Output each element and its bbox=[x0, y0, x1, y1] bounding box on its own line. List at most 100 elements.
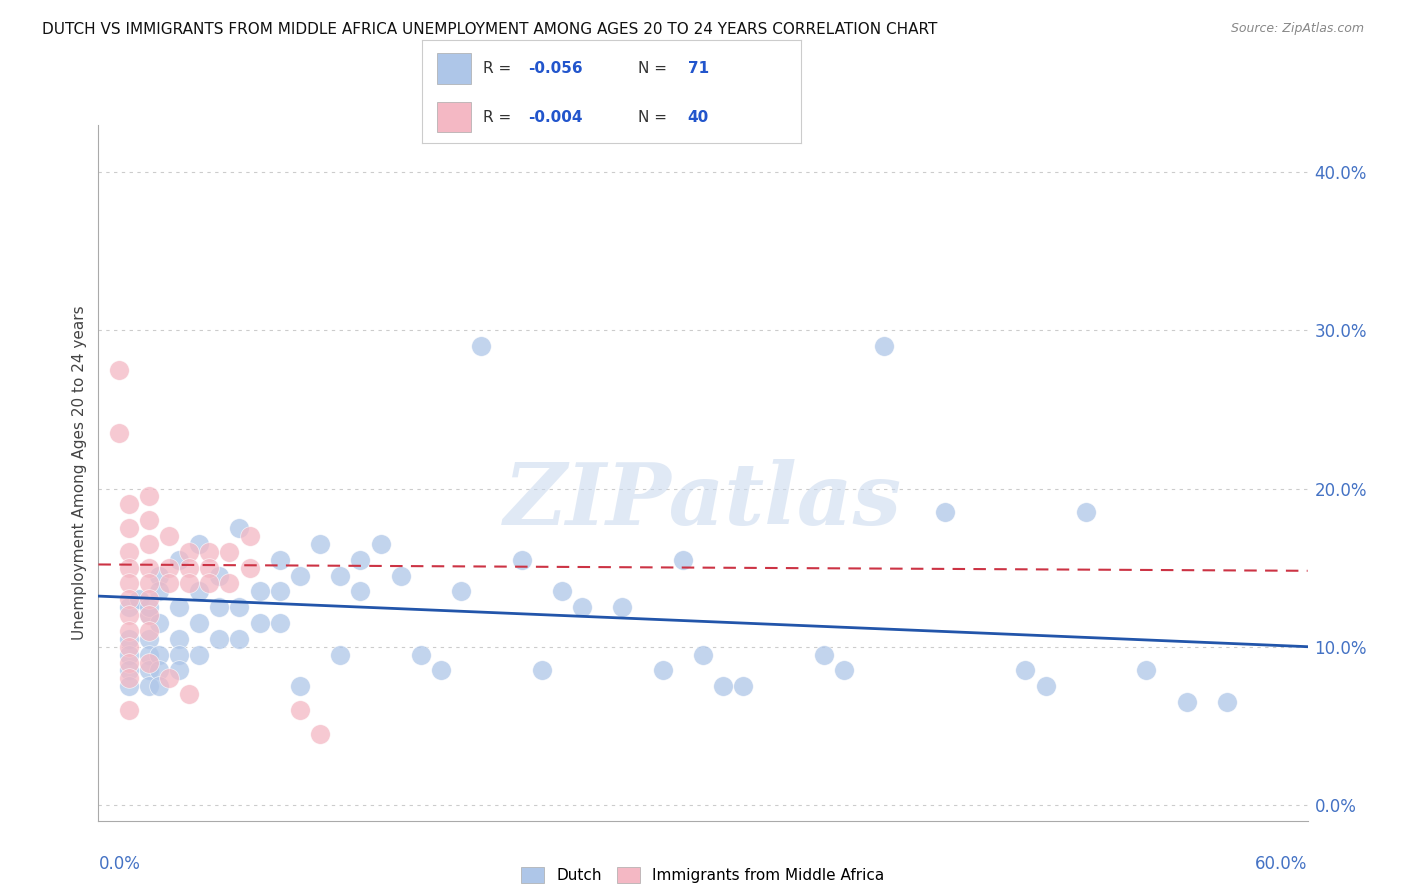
Point bbox=[188, 537, 211, 551]
Point bbox=[651, 664, 673, 678]
Point bbox=[198, 545, 221, 559]
Point bbox=[934, 505, 956, 519]
Point bbox=[349, 584, 371, 599]
Point bbox=[228, 600, 250, 615]
Point bbox=[138, 490, 160, 504]
Point bbox=[249, 584, 271, 599]
Point bbox=[672, 552, 695, 567]
Point bbox=[138, 648, 160, 662]
Text: -0.056: -0.056 bbox=[529, 62, 582, 77]
Point bbox=[450, 584, 472, 599]
Text: ZIPatlas: ZIPatlas bbox=[503, 458, 903, 542]
Point bbox=[118, 656, 141, 670]
Point bbox=[148, 648, 170, 662]
Text: R =: R = bbox=[482, 62, 516, 77]
Point bbox=[208, 600, 231, 615]
Point bbox=[118, 592, 141, 607]
Point bbox=[118, 648, 141, 662]
Point bbox=[409, 648, 432, 662]
Point bbox=[148, 568, 170, 582]
Point bbox=[157, 671, 180, 685]
Point bbox=[118, 703, 141, 717]
Point bbox=[370, 537, 392, 551]
Point bbox=[138, 576, 160, 591]
Point bbox=[208, 568, 231, 582]
Text: 60.0%: 60.0% bbox=[1256, 855, 1308, 873]
Point bbox=[188, 648, 211, 662]
Point bbox=[530, 664, 553, 678]
Point bbox=[329, 648, 352, 662]
Bar bbox=[437, 102, 471, 132]
Point bbox=[218, 576, 240, 591]
Point bbox=[167, 648, 190, 662]
Y-axis label: Unemployment Among Ages 20 to 24 years: Unemployment Among Ages 20 to 24 years bbox=[72, 305, 87, 640]
Text: N =: N = bbox=[638, 62, 672, 77]
Bar bbox=[437, 54, 471, 84]
Text: -0.004: -0.004 bbox=[529, 110, 582, 125]
Point bbox=[118, 560, 141, 574]
Point bbox=[167, 552, 190, 567]
Point bbox=[198, 576, 221, 591]
Point bbox=[389, 568, 412, 582]
Point bbox=[1035, 679, 1057, 693]
Point bbox=[107, 363, 129, 377]
Point bbox=[813, 648, 835, 662]
Legend: Dutch, Immigrants from Middle Africa: Dutch, Immigrants from Middle Africa bbox=[515, 862, 891, 889]
Point bbox=[179, 560, 201, 574]
Point bbox=[118, 497, 141, 511]
Point bbox=[510, 552, 533, 567]
Text: 0.0%: 0.0% bbox=[98, 855, 141, 873]
Point bbox=[118, 679, 141, 693]
Point bbox=[329, 568, 352, 582]
Point bbox=[269, 615, 291, 630]
Point bbox=[138, 608, 160, 623]
Point bbox=[269, 584, 291, 599]
Point bbox=[288, 679, 311, 693]
Point bbox=[138, 600, 160, 615]
Point bbox=[349, 552, 371, 567]
Point bbox=[118, 640, 141, 654]
Point bbox=[288, 568, 311, 582]
Point bbox=[1074, 505, 1097, 519]
Point bbox=[138, 679, 160, 693]
Point bbox=[612, 600, 634, 615]
Text: DUTCH VS IMMIGRANTS FROM MIDDLE AFRICA UNEMPLOYMENT AMONG AGES 20 TO 24 YEARS CO: DUTCH VS IMMIGRANTS FROM MIDDLE AFRICA U… bbox=[42, 22, 938, 37]
Point bbox=[138, 537, 160, 551]
Point bbox=[1175, 695, 1198, 709]
Text: 71: 71 bbox=[688, 62, 709, 77]
Point bbox=[118, 600, 141, 615]
Point bbox=[138, 656, 160, 670]
Point bbox=[288, 703, 311, 717]
Point bbox=[470, 339, 492, 353]
Point bbox=[218, 545, 240, 559]
Text: 40: 40 bbox=[688, 110, 709, 125]
Point bbox=[179, 576, 201, 591]
Point bbox=[138, 513, 160, 527]
Point bbox=[309, 537, 332, 551]
Point bbox=[711, 679, 734, 693]
Point bbox=[148, 615, 170, 630]
Point bbox=[138, 632, 160, 646]
Point bbox=[188, 584, 211, 599]
Point bbox=[118, 671, 141, 685]
Point bbox=[1135, 664, 1157, 678]
Point bbox=[198, 560, 221, 574]
Point bbox=[692, 648, 714, 662]
Point bbox=[138, 608, 160, 623]
Point bbox=[138, 624, 160, 638]
Text: Source: ZipAtlas.com: Source: ZipAtlas.com bbox=[1230, 22, 1364, 36]
Point bbox=[208, 632, 231, 646]
Point bbox=[167, 632, 190, 646]
Point bbox=[188, 615, 211, 630]
Point bbox=[228, 632, 250, 646]
Point bbox=[179, 687, 201, 701]
Point bbox=[118, 608, 141, 623]
Point bbox=[249, 615, 271, 630]
Point bbox=[118, 664, 141, 678]
Point bbox=[228, 521, 250, 535]
Point bbox=[148, 664, 170, 678]
Point bbox=[157, 560, 180, 574]
Point bbox=[832, 664, 855, 678]
Point bbox=[138, 560, 160, 574]
Point bbox=[873, 339, 896, 353]
